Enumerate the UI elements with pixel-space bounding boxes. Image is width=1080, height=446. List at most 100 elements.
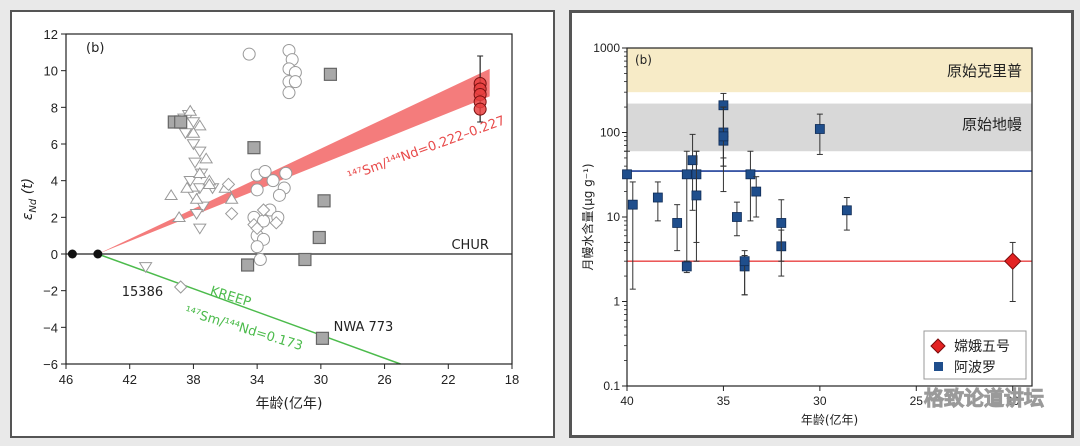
gray-square-point <box>240 258 255 272</box>
y-axis-label: 月幔水含量(μg g⁻¹) <box>580 163 595 270</box>
apollo-point <box>814 124 825 134</box>
right-chart-panel: 原始克里普 原始地幔 40 35 30 25 20 1000 100 10 1 0.1 年龄(亿年) 月幔… <box>569 10 1074 438</box>
x-tick-label: 42 <box>122 372 136 387</box>
chang-e5-point <box>473 102 487 116</box>
y-tick-label: 8 <box>51 100 58 115</box>
x-tick-label: 26 <box>377 372 391 387</box>
circle-point <box>258 165 272 178</box>
y-axis-label-sub: Nd <box>28 198 39 212</box>
apollo-point <box>622 169 632 180</box>
triangle-up-point <box>164 188 179 201</box>
gray-square-point <box>323 67 338 81</box>
y-axis-label-suffix: (t) <box>20 178 36 199</box>
triangle-down-point <box>186 117 201 129</box>
apollo-point <box>745 169 756 180</box>
apollo-point <box>718 131 729 142</box>
triangle-down-point <box>183 175 198 188</box>
watermark-text: 格致论道讲坛 <box>924 386 1044 410</box>
y-tick-label: 12 <box>44 27 58 42</box>
y-tick-label: 1 <box>613 295 620 309</box>
y-tick-label: 1000 <box>593 41 620 55</box>
triangle-up-point <box>199 152 214 164</box>
apollo-point <box>681 261 692 272</box>
sample-nwa773-label: NWA 773 <box>334 320 394 335</box>
gray-square-point <box>315 331 330 345</box>
left-chart-panel: 46 42 38 34 30 26 22 18 12 10 8 6 4 2 0 −2 −4 −6 年龄(亿年) εNd… <box>10 10 555 438</box>
apollo-point <box>776 218 787 228</box>
x-axis-label: 年龄(亿年) <box>801 412 858 427</box>
y-tick-label: 0 <box>51 247 58 262</box>
x-tick-label: 30 <box>314 372 328 387</box>
circle-point <box>288 75 302 89</box>
apollo-point <box>739 256 750 267</box>
x-tick-label: 35 <box>717 394 731 408</box>
x-tick-label: 46 <box>59 372 73 387</box>
gray-square-point <box>298 252 312 267</box>
diamond-point <box>173 280 188 294</box>
primitive-kreep-band <box>627 48 1032 93</box>
circle-point <box>253 253 267 266</box>
circle-point <box>282 86 296 100</box>
apollo-point <box>841 205 852 216</box>
x-tick-label: 25 <box>910 394 924 408</box>
y-tick-label: −4 <box>43 320 58 335</box>
primitive-kreep-label: 原始克里普 <box>947 62 1022 80</box>
y-axis-label: εNd (t) <box>20 178 39 220</box>
triangle-down-point <box>178 128 193 140</box>
apollo-point <box>672 218 683 228</box>
x-tick-label: 40 <box>620 394 634 408</box>
legend-chang-e5-marker <box>930 338 946 354</box>
y-tick-label: 6 <box>51 137 58 152</box>
diamond-point <box>256 203 271 217</box>
sample-15386-label: 15386 <box>122 285 163 300</box>
y-tick-label: 2 <box>51 210 58 225</box>
x-tick-label: 38 <box>186 372 200 387</box>
triangle-down-point <box>192 223 207 235</box>
triangle-down-point <box>192 146 207 158</box>
triangle-down-point <box>188 157 202 169</box>
triangle-down-point <box>189 208 204 221</box>
y-tick-label: 100 <box>600 126 620 140</box>
x-tick-label: 18 <box>505 372 519 387</box>
y-tick-label: 4 <box>51 174 58 189</box>
epsilon-nd-chart: 46 42 38 34 30 26 22 18121086420−2−4−6年龄(亿年)εNd… <box>20 27 519 412</box>
circle-point <box>279 166 293 180</box>
triangle-up-point <box>192 119 207 131</box>
circle-point <box>272 188 286 202</box>
triangle-up-point <box>224 192 239 204</box>
triangle-up-point <box>180 181 194 193</box>
kreep-line <box>97 253 401 365</box>
x-tick-label: 30 <box>813 394 827 408</box>
triangle-down-point <box>196 201 210 213</box>
circle-point <box>250 183 264 197</box>
chang-e5-point <box>1004 252 1022 270</box>
triangle-down-point <box>186 139 201 151</box>
triangle-up-point <box>186 126 201 138</box>
plot-frame <box>65 33 513 365</box>
apollo-point <box>751 186 762 197</box>
triangle-up-point <box>202 177 217 190</box>
apollo-point <box>732 212 742 222</box>
apollo-point <box>681 169 692 180</box>
origin-dot <box>67 249 77 259</box>
origin-dot <box>93 249 103 259</box>
apollo-point <box>627 199 638 210</box>
y-tick-label: 0.1 <box>603 379 620 393</box>
x-tick-label: 22 <box>441 372 455 387</box>
primitive-mantle-band <box>627 103 1032 152</box>
triangle-up-point <box>183 104 198 116</box>
apollo-point <box>652 192 663 203</box>
gray-square-point <box>317 194 331 208</box>
chur-label: CHUR <box>451 238 488 253</box>
x-tick-label: 34 <box>250 372 264 387</box>
gray-square-point <box>174 115 188 129</box>
circle-point <box>266 174 280 188</box>
y-tick-label: 10 <box>607 210 621 224</box>
triangle-up-point <box>189 192 204 204</box>
circle-point <box>250 240 264 254</box>
primitive-mantle-label: 原始地幔 <box>962 116 1022 134</box>
legend-apollo-marker <box>934 362 943 371</box>
legend-chang-e5-label: 嫦娥五号 <box>954 339 1010 355</box>
apollo-point <box>687 155 698 166</box>
